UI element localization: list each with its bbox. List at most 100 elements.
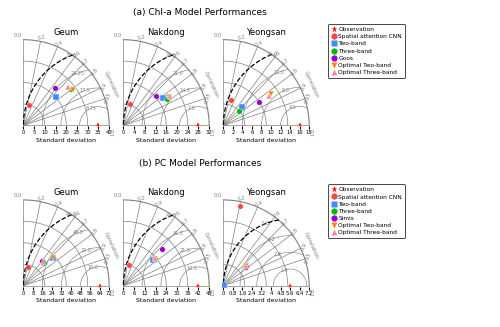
Text: 0.95: 0.95 (304, 91, 312, 104)
Title: Geum: Geum (54, 188, 79, 197)
Text: 0.8: 0.8 (290, 67, 299, 77)
Text: 16.0: 16.0 (87, 266, 98, 270)
X-axis label: Standard deviation: Standard deviation (136, 138, 196, 143)
Text: 48.0: 48.0 (73, 230, 84, 235)
Text: 32.0: 32.0 (80, 248, 91, 253)
Text: Correlation: Correlation (303, 71, 320, 99)
Text: 0.6: 0.6 (72, 50, 82, 59)
Text: 8.75: 8.75 (86, 106, 97, 111)
Text: 0.7: 0.7 (81, 57, 90, 66)
Text: 0.95: 0.95 (204, 251, 212, 264)
Text: 0.4: 0.4 (154, 40, 164, 48)
Text: 1.0: 1.0 (211, 127, 216, 136)
Text: 0.8: 0.8 (90, 227, 99, 237)
Text: 0.8: 0.8 (190, 67, 199, 77)
Text: 42.0: 42.0 (166, 214, 176, 218)
X-axis label: Standard deviation: Standard deviation (36, 138, 96, 143)
Text: 0.0: 0.0 (214, 33, 222, 38)
Text: Correlation: Correlation (103, 71, 120, 99)
Text: 1.0: 1.0 (311, 127, 316, 136)
Text: 0.0: 0.0 (14, 193, 22, 198)
Text: 16.0: 16.0 (266, 52, 277, 57)
Text: 21.0: 21.0 (179, 248, 190, 253)
Text: 0.9: 0.9 (300, 242, 308, 252)
Text: 31.5: 31.5 (172, 231, 183, 236)
Text: 0.9: 0.9 (200, 82, 207, 92)
X-axis label: Standard deviation: Standard deviation (136, 299, 196, 303)
Text: 0.9: 0.9 (200, 242, 207, 252)
Text: 4.2: 4.2 (268, 237, 276, 242)
Text: 0.4: 0.4 (254, 40, 264, 48)
Text: 8.0: 8.0 (282, 88, 290, 93)
Text: 28.0: 28.0 (166, 53, 176, 58)
Text: 0.7: 0.7 (281, 57, 290, 66)
Text: 0.4: 0.4 (154, 200, 164, 208)
X-axis label: Standard deviation: Standard deviation (236, 138, 296, 143)
X-axis label: Standard deviation: Standard deviation (236, 299, 296, 303)
Text: 0.2: 0.2 (36, 195, 46, 201)
Text: 0.95: 0.95 (104, 91, 112, 104)
Text: 0.6: 0.6 (272, 210, 281, 219)
Text: Correlation: Correlation (303, 231, 320, 259)
Text: 0.2: 0.2 (36, 35, 46, 41)
Text: 0.95: 0.95 (204, 91, 212, 104)
Text: 21.0: 21.0 (172, 71, 183, 76)
Text: 0.8: 0.8 (90, 67, 99, 77)
X-axis label: Standard deviation: Standard deviation (36, 299, 96, 303)
Text: Correlation: Correlation (203, 71, 220, 99)
Text: 0.95: 0.95 (304, 251, 312, 264)
Title: Nakdong: Nakdong (148, 188, 185, 197)
Text: 14.0: 14.0 (179, 88, 190, 93)
Legend: Observation, Spatial attention CNN, Two-band, Three-band, Goos, Optimal Two-band: Observation, Spatial attention CNN, Two-… (328, 24, 405, 78)
Text: 0.2: 0.2 (236, 195, 246, 201)
Text: 0.0: 0.0 (114, 33, 122, 38)
Text: 35.0: 35.0 (66, 53, 76, 58)
Text: Correlation: Correlation (103, 231, 120, 259)
Text: 0.2: 0.2 (236, 35, 246, 41)
Text: 0.9: 0.9 (100, 82, 108, 92)
Text: 0.2: 0.2 (136, 195, 146, 201)
Title: Geum: Geum (54, 28, 79, 37)
Text: 0.95: 0.95 (104, 251, 112, 264)
Title: Nakdong: Nakdong (148, 28, 185, 37)
Text: 0.7: 0.7 (81, 217, 90, 227)
Text: 1.0: 1.0 (311, 287, 316, 296)
Text: 7.0: 7.0 (188, 106, 196, 111)
Text: 4.0: 4.0 (288, 105, 296, 110)
Text: 0.6: 0.6 (272, 50, 281, 59)
Text: 0.4: 0.4 (54, 200, 64, 208)
Text: 64.0: 64.0 (66, 212, 77, 217)
Text: 0.7: 0.7 (281, 217, 290, 227)
Text: 26.25: 26.25 (70, 71, 85, 76)
Text: 10.5: 10.5 (186, 266, 197, 271)
Text: 0.4: 0.4 (254, 200, 264, 208)
Text: 0.7: 0.7 (181, 217, 190, 227)
Text: (a) Chl-a Model Performances: (a) Chl-a Model Performances (133, 8, 267, 17)
Text: 5.6: 5.6 (262, 221, 270, 226)
Text: 17.5: 17.5 (79, 88, 90, 93)
Text: 12.0: 12.0 (273, 70, 284, 75)
Text: 0.6: 0.6 (172, 210, 182, 219)
Text: 0.9: 0.9 (300, 82, 308, 92)
Text: 0.8: 0.8 (190, 227, 199, 237)
Text: Correlation: Correlation (203, 231, 220, 259)
Text: 0.6: 0.6 (72, 210, 82, 219)
Title: Yeongsan: Yeongsan (246, 188, 286, 197)
Text: 0.8: 0.8 (290, 227, 299, 237)
Text: 0.0: 0.0 (14, 33, 22, 38)
Text: 0.0: 0.0 (214, 193, 222, 198)
Text: 1.4: 1.4 (280, 268, 288, 273)
Text: 0.9: 0.9 (100, 242, 108, 252)
Text: 0.6: 0.6 (172, 50, 182, 59)
Text: 1.0: 1.0 (111, 127, 116, 136)
Text: 0.4: 0.4 (54, 40, 64, 48)
Text: 0.0: 0.0 (114, 193, 122, 198)
Legend: Observation, Spatial attention CNN, Two-band, Three-band, Simis, Optimal Two-ban: Observation, Spatial attention CNN, Two-… (328, 184, 405, 238)
Text: 0.2: 0.2 (136, 35, 146, 41)
Text: 1.0: 1.0 (211, 287, 216, 296)
Text: 2.8: 2.8 (274, 252, 281, 257)
Title: Yeongsan: Yeongsan (246, 28, 286, 37)
Text: (b) PC Model Performances: (b) PC Model Performances (139, 159, 261, 168)
Text: 1.0: 1.0 (111, 287, 116, 296)
Text: 0.7: 0.7 (181, 57, 190, 66)
